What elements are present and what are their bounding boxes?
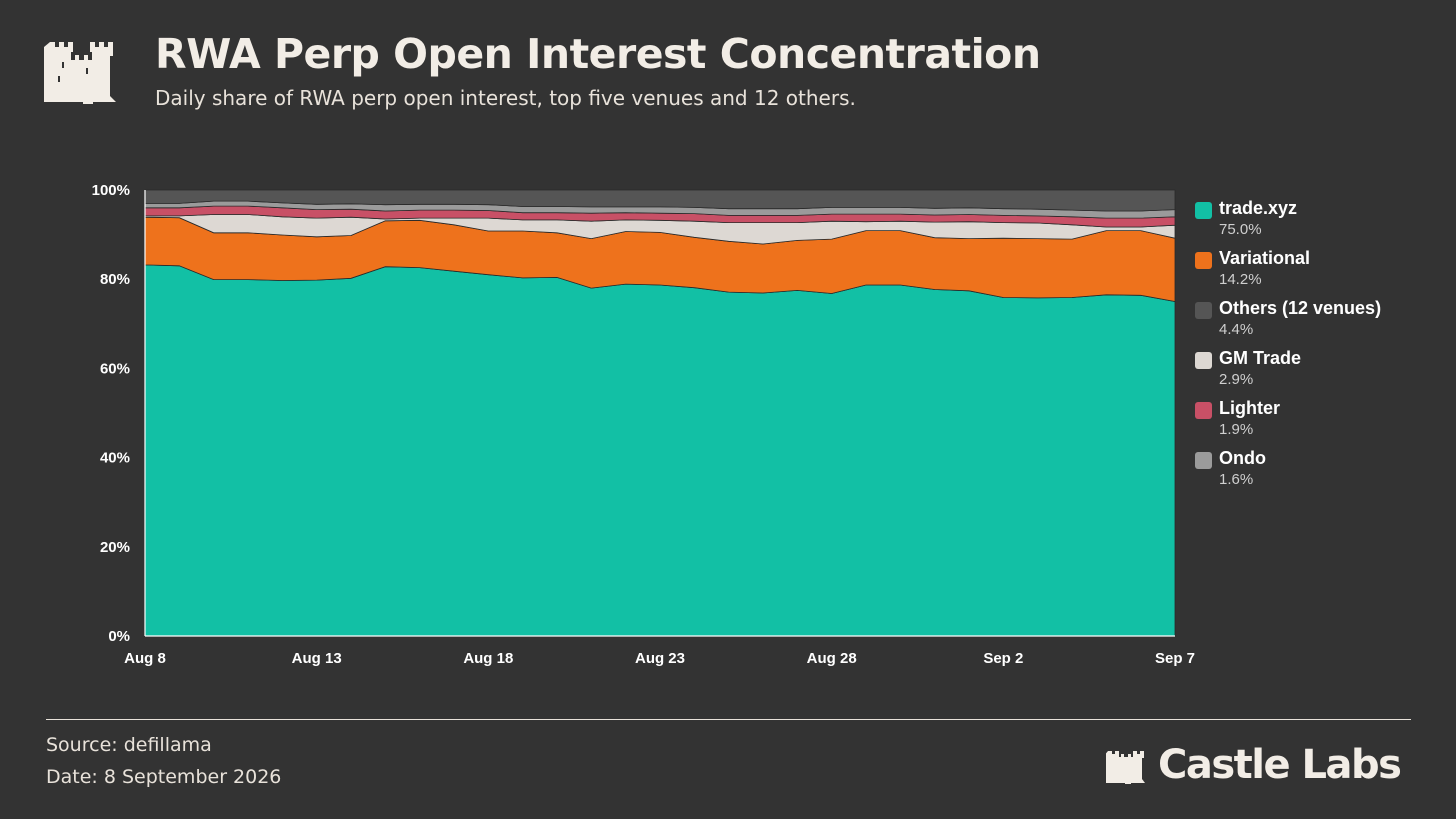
legend-value: 2.9% (1219, 371, 1254, 388)
x-tick-label: Aug 13 (292, 650, 342, 667)
y-tick-label: 40% (100, 450, 130, 467)
area-trade-xyz (144, 264, 1176, 637)
area-others-12-venues (144, 189, 1176, 212)
footer-divider (46, 719, 1411, 720)
x-tick-label: Aug 28 (807, 650, 857, 667)
legend-value: 1.9% (1219, 421, 1254, 438)
legend-swatch (1195, 402, 1212, 419)
legend-label: Variational (1219, 248, 1311, 268)
castle-logo-icon (44, 42, 116, 104)
legend-swatch (1195, 352, 1212, 369)
legend-value: 75.0% (1219, 221, 1262, 238)
x-tick-label: Sep 2 (983, 650, 1023, 667)
legend-label: GM Trade (1219, 348, 1302, 368)
page-subtitle: Daily share of RWA perp open interest, t… (155, 86, 856, 110)
legend-swatch (1195, 302, 1212, 319)
legend-label: trade.xyz (1219, 198, 1298, 218)
castle-brand-icon (1106, 751, 1145, 784)
x-tick-label: Aug 8 (124, 650, 166, 667)
legend-value: 14.2% (1219, 271, 1262, 288)
date-note: Date: 8 September 2026 (46, 766, 282, 788)
legend-label: Ondo (1219, 448, 1266, 468)
y-tick-label: 80% (100, 271, 130, 288)
page-title: RWA Perp Open Interest Concentration (155, 30, 1041, 78)
y-tick-label: 0% (108, 628, 130, 645)
legend-value: 4.4% (1219, 321, 1254, 338)
x-tick-label: Aug 18 (463, 650, 513, 667)
source-note: Source: defillama (46, 734, 212, 756)
y-tick-label: 100% (92, 182, 130, 199)
legend-swatch (1195, 202, 1212, 219)
x-tick-label: Aug 23 (635, 650, 685, 667)
x-tick-label: Sep 7 (1155, 650, 1195, 667)
legend-label: Others (12 venues) (1219, 298, 1382, 318)
legend-value: 1.6% (1219, 471, 1254, 488)
legend-swatch (1195, 252, 1212, 269)
y-tick-label: 60% (100, 360, 130, 377)
legend-swatch (1195, 452, 1212, 469)
legend-label: Lighter (1219, 398, 1280, 418)
brand-name: Castle Labs (1158, 742, 1402, 788)
y-tick-label: 20% (100, 539, 130, 556)
